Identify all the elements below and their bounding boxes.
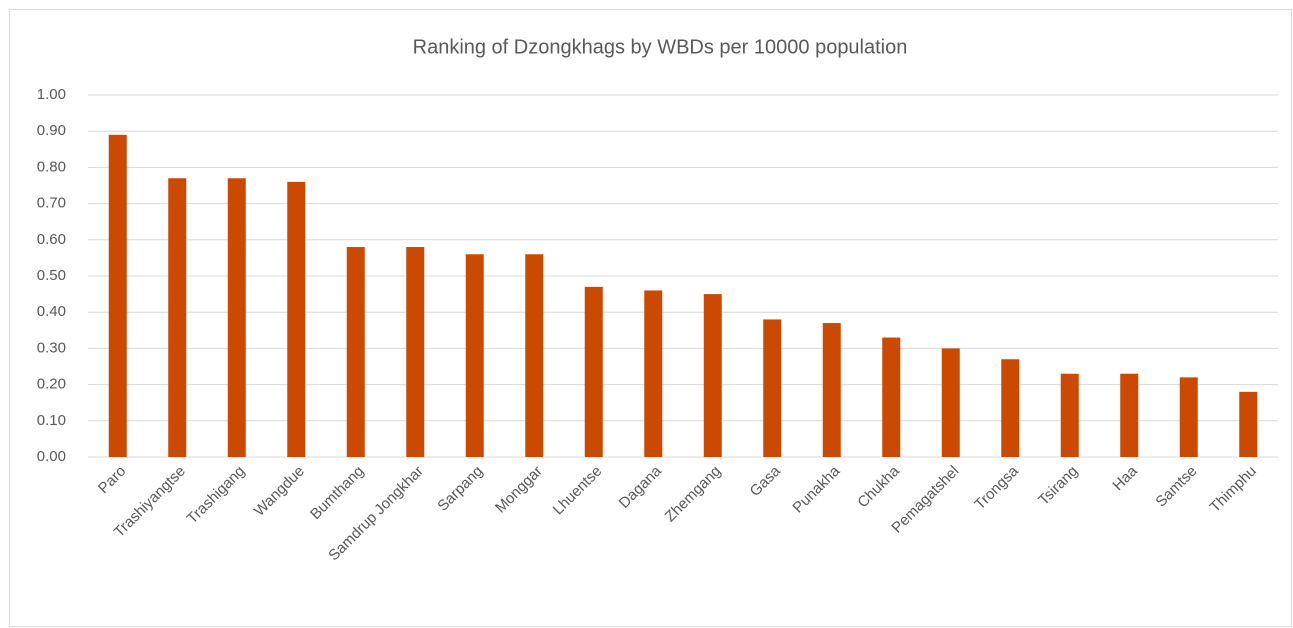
- bar: [644, 290, 663, 457]
- y-tick-label: 0.10: [37, 412, 66, 429]
- bar: [941, 348, 960, 457]
- bar: [1239, 391, 1258, 457]
- bar: [287, 181, 306, 457]
- bar: [465, 254, 484, 457]
- bar: [406, 247, 425, 457]
- bar: [882, 337, 901, 457]
- bar: [703, 294, 722, 457]
- bar: [525, 254, 544, 457]
- bar: [822, 323, 841, 457]
- y-tick-label: 0.70: [37, 195, 66, 212]
- y-tick-label: 0.50: [37, 267, 66, 284]
- bar: [1001, 359, 1020, 457]
- y-tick-label: 0.60: [37, 231, 66, 248]
- bar: [1120, 373, 1139, 457]
- bar: [168, 178, 187, 457]
- bar: [763, 319, 782, 457]
- y-tick-label: 0.30: [37, 339, 66, 356]
- chart-title: Ranking of Dzongkhags by WBDs per 10000 …: [413, 36, 908, 58]
- y-tick-label: 1.00: [37, 86, 66, 103]
- y-tick-label: 0.40: [37, 303, 66, 320]
- bar: [346, 247, 365, 457]
- y-tick-label: 0.20: [37, 376, 66, 393]
- y-tick-label: 0.00: [37, 448, 66, 465]
- y-tick-label: 0.80: [37, 158, 66, 175]
- bar: [227, 178, 246, 457]
- bar: [108, 134, 127, 457]
- bar: [584, 286, 603, 457]
- bar: [1179, 377, 1198, 457]
- bar: [1060, 373, 1079, 457]
- y-tick-label: 0.90: [37, 122, 66, 139]
